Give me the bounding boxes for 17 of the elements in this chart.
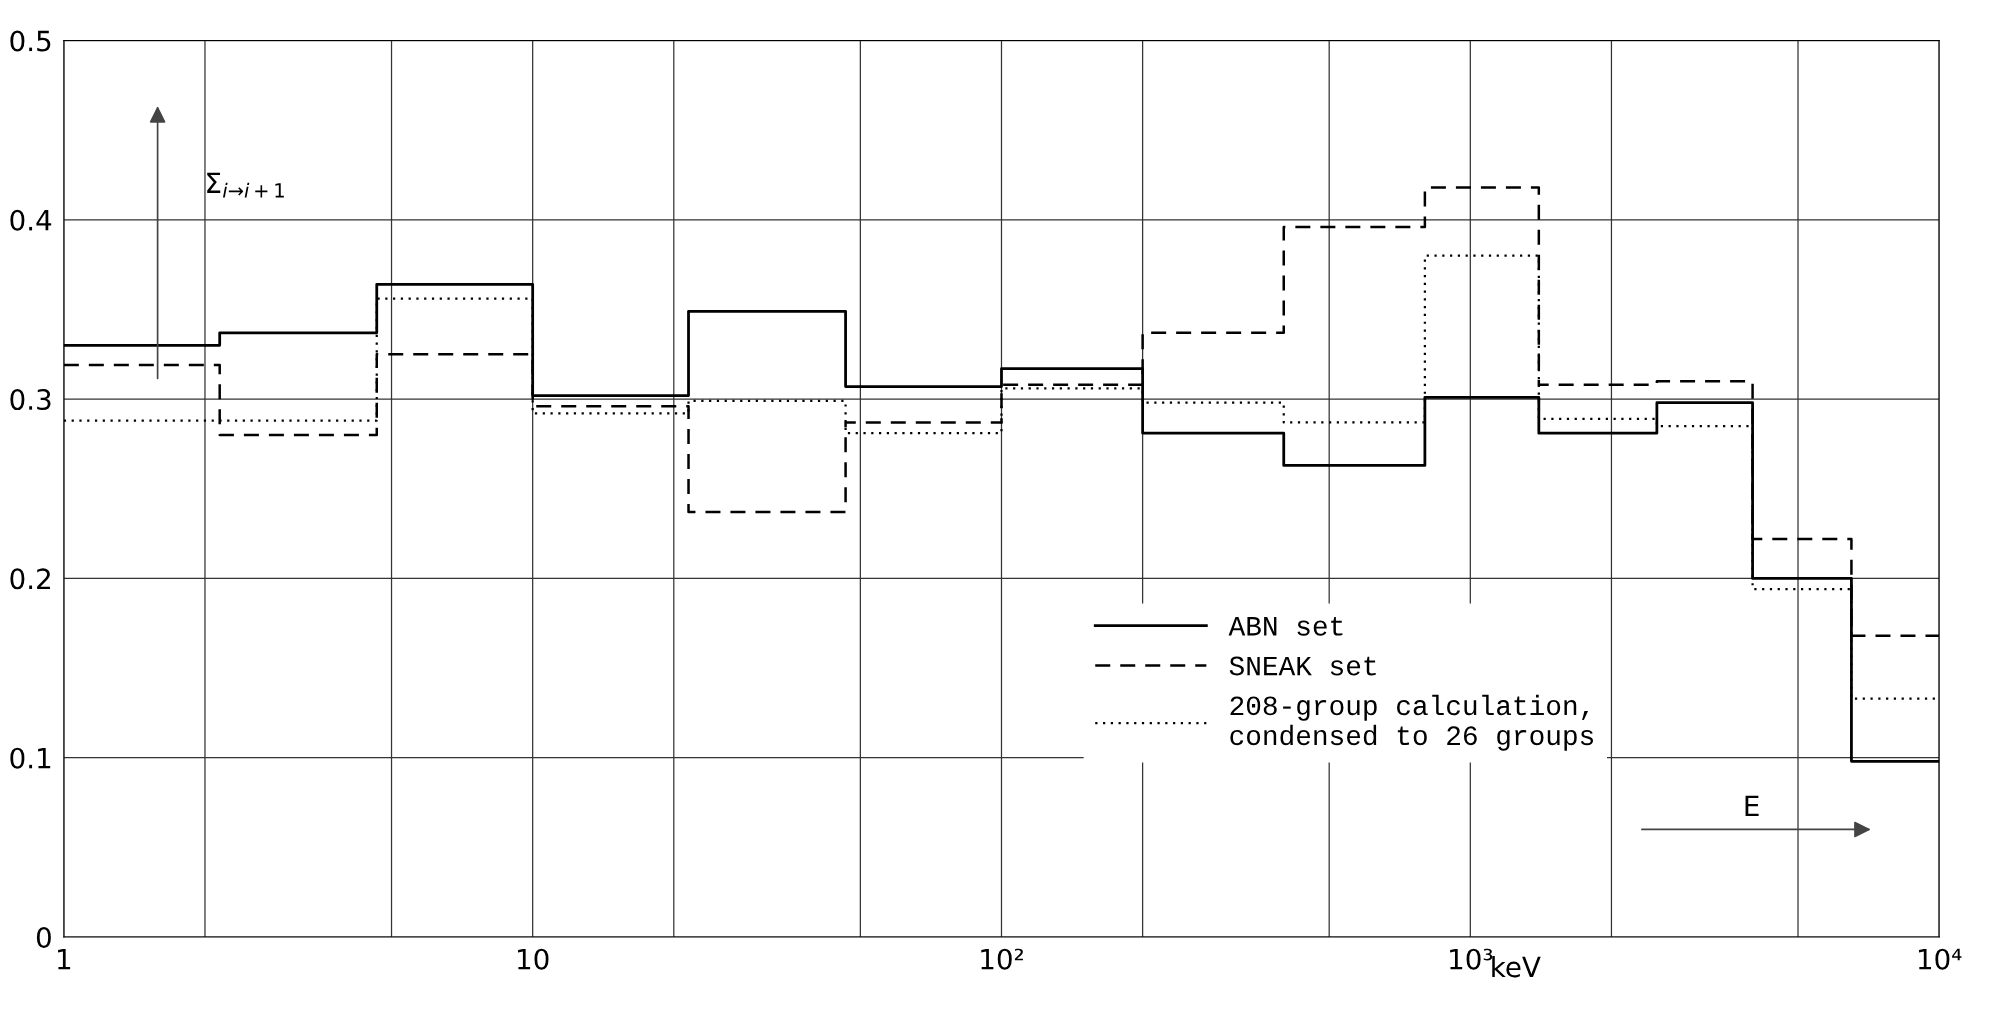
x-tick-label: 10 <box>518 948 549 970</box>
y-tick-label: 0 <box>36 926 51 948</box>
x-tick-label: 10³ <box>1450 948 1493 970</box>
y-tick-label: 0.2 <box>10 568 50 590</box>
x-tick-label: 10⁴ <box>1918 948 1962 970</box>
legend-label: SNEAK set <box>1229 656 1376 676</box>
legend-label: 208-group calculation, condensed to 26 groups <box>1230 694 1594 751</box>
x-tick-label: 10² <box>981 948 1023 970</box>
y-tick-label: 0.1 <box>10 747 51 769</box>
y-axis-title: Σ$_{i→i+1}$ <box>207 172 284 198</box>
x-axis-title: E <box>1745 795 1759 816</box>
legend-label: ABN set <box>1228 616 1343 636</box>
y-tick-label: 0.5 <box>10 30 51 52</box>
x-tick-label: 1 <box>58 948 71 970</box>
y-tick-label: 0.4 <box>10 209 52 231</box>
y-tick-label: 0.3 <box>10 389 51 411</box>
text: keV <box>1492 955 1541 978</box>
